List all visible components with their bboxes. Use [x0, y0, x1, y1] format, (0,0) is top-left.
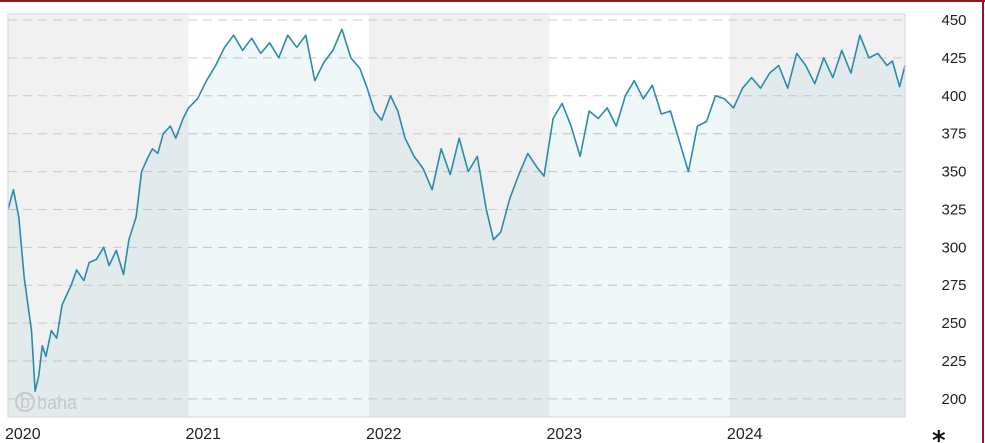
price-area-fill: [8, 29, 905, 417]
y-tick-label: 350: [941, 164, 966, 181]
x-tick-label: 2020: [5, 426, 41, 443]
y-tick-label: 325: [941, 201, 966, 218]
baha-watermark-text: baha: [37, 393, 78, 413]
year-bands: [8, 14, 905, 417]
y-tick-label: 225: [941, 353, 966, 370]
y-tick-label: 275: [941, 277, 966, 294]
y-tick-label: 375: [941, 126, 966, 143]
y-tick-label: 250: [941, 315, 966, 332]
y-axis-ticks: 200 225 250 275 300 325 350 375 400 425 450: [941, 12, 966, 408]
y-tick-label: 425: [941, 50, 966, 67]
year-band-2024: [729, 14, 905, 417]
year-band-2022: [368, 14, 550, 417]
x-axis-ticks: 2020 2021 2022 2023 2024: [5, 426, 763, 443]
price-line: [7, 28, 906, 392]
plot-frame: [7, 13, 906, 418]
baha-logo-glyph: b: [20, 392, 30, 412]
year-band-2023: [549, 14, 730, 417]
baha-logo-icon: [15, 392, 35, 412]
y-tick-label: 300: [941, 239, 966, 256]
footnote-asterisk: *: [932, 426, 946, 443]
y-tick-label: 200: [941, 391, 966, 408]
x-tick-label: 2022: [366, 426, 402, 443]
x-tick-label: 2024: [727, 426, 763, 443]
year-band-2021: [188, 14, 369, 417]
x-tick-label: 2021: [185, 426, 221, 443]
y-tick-label: 450: [941, 12, 966, 29]
y-tick-label: 400: [941, 88, 966, 105]
x-tick-label: 2023: [546, 426, 582, 443]
baha-watermark: b baha: [15, 392, 78, 413]
year-band-2020: [8, 14, 189, 417]
